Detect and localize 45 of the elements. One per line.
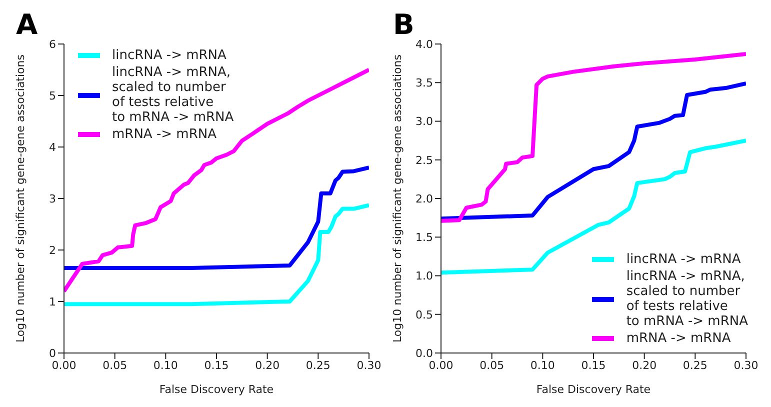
- y-tick-label: 1: [49, 295, 56, 308]
- chart-title: A: [16, 8, 38, 41]
- y-tick-label: 0.0: [416, 346, 433, 360]
- line-series: [64, 203, 369, 306]
- y-tick-label: 2.0: [416, 192, 433, 206]
- legend-label: lincRNA -> mRNA: [112, 48, 226, 63]
- x-tick-label: 0.20: [632, 358, 657, 372]
- legend-label: lincRNA -> mRNA: [626, 252, 741, 267]
- x-tick-label: 0.25: [306, 358, 330, 372]
- y-axis-title: Log10 number of significant gene-gene associations: [390, 54, 404, 342]
- y-tick-label: 1.5: [416, 231, 433, 244]
- x-axis-title: False Discovery Rate: [536, 383, 651, 396]
- line-series: [64, 68, 369, 294]
- y-tick-label: 2.5: [416, 154, 433, 167]
- x-tick-label: 0.15: [204, 358, 229, 372]
- x-tick-label: 0.15: [581, 358, 606, 372]
- chart-title: B: [393, 8, 414, 41]
- legend-label: mRNA -> mRNA: [626, 331, 731, 346]
- y-tick-label: 3: [49, 192, 56, 206]
- x-tick-label: 0.00: [52, 358, 76, 372]
- x-tick-label: 0.25: [682, 358, 708, 372]
- y-tick-label: 3.0: [416, 115, 433, 128]
- y-tick-label: 1.0: [416, 270, 433, 283]
- y-tick-label: 0: [49, 346, 56, 360]
- legend-label: mRNA -> mRNA: [112, 127, 216, 142]
- y-tick-label: 3.5: [416, 76, 433, 90]
- x-tick-label: 0.05: [102, 358, 128, 372]
- x-tick-label: 0.20: [255, 358, 280, 372]
- x-tick-label: 0.05: [480, 358, 504, 372]
- line-series: [441, 52, 746, 223]
- y-tick-label: 6: [49, 38, 56, 51]
- line-series: [441, 81, 746, 221]
- x-tick-label: 0.10: [153, 358, 178, 372]
- y-axis-title: Log10 number of significant gene-gene associations: [14, 54, 27, 342]
- line-series: [64, 166, 369, 270]
- x-tick-label: 0.30: [356, 358, 382, 372]
- y-tick-label: 0.5: [416, 308, 433, 322]
- y-tick-label: 2: [49, 244, 56, 257]
- x-axis-title: False Discovery Rate: [159, 383, 274, 396]
- x-tick-label: 0.10: [530, 358, 555, 372]
- y-tick-label: 4: [49, 140, 56, 154]
- x-tick-label: 0.30: [734, 358, 758, 372]
- y-tick-label: 4.0: [416, 38, 433, 51]
- y-tick-label: 5: [49, 89, 56, 102]
- x-tick-label: 0.00: [428, 358, 454, 372]
